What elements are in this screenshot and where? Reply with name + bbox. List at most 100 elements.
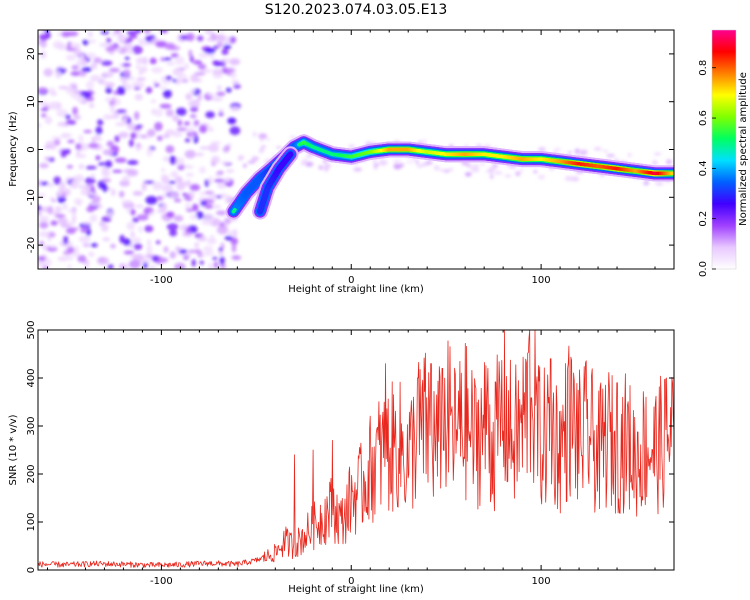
noise-blob xyxy=(228,230,233,237)
noise-blob xyxy=(185,93,193,101)
snr-y-tick-label: 500 xyxy=(26,320,37,339)
noise-blob xyxy=(146,245,153,254)
noise-blob xyxy=(176,73,188,81)
noise-blob xyxy=(252,131,257,137)
noise-blob xyxy=(38,231,50,238)
noise-blob xyxy=(66,164,74,169)
noise-blob xyxy=(190,74,199,83)
noise-blob xyxy=(106,140,114,147)
noise-blob xyxy=(78,235,91,243)
noise-blob xyxy=(184,149,196,159)
noise-blob xyxy=(173,215,184,222)
noise-blob xyxy=(425,160,433,165)
noise-blob xyxy=(533,170,538,174)
noise-blob xyxy=(60,224,71,228)
noise-blob xyxy=(146,239,152,246)
noise-blob xyxy=(66,31,79,37)
noise-blob xyxy=(191,259,196,267)
noise-blob xyxy=(104,81,115,88)
noise-blob xyxy=(133,127,142,131)
noise-blob xyxy=(169,156,178,165)
noise-blob xyxy=(98,162,107,166)
noise-blob xyxy=(204,179,210,188)
noise-blob xyxy=(602,149,609,153)
noise-blob xyxy=(90,173,96,179)
noise-blob xyxy=(38,122,42,128)
noise-blob xyxy=(82,243,91,248)
noise-blob xyxy=(78,163,85,170)
noise-blob xyxy=(63,256,74,261)
noise-blob xyxy=(160,30,168,33)
noise-blob xyxy=(122,113,128,117)
noise-blob xyxy=(203,245,214,253)
noise-blob xyxy=(300,160,307,166)
noise-blob xyxy=(225,87,232,93)
noise-blob xyxy=(61,133,69,139)
noise-blob xyxy=(139,66,148,73)
noise-blob xyxy=(216,91,226,97)
noise-blob xyxy=(124,56,130,61)
snr-x-tick-label: 0 xyxy=(348,576,354,587)
noise-blob xyxy=(138,225,143,234)
noise-blob xyxy=(373,163,380,167)
noise-blob xyxy=(76,95,84,103)
noise-blob xyxy=(140,134,147,139)
colorbar-tick-label: 0.0 xyxy=(698,261,709,277)
spectrogram-ridge xyxy=(225,134,674,220)
noise-blob xyxy=(156,209,166,213)
noise-blob xyxy=(144,225,154,233)
noise-blob xyxy=(176,107,187,116)
noise-blob xyxy=(185,226,191,234)
noise-blob xyxy=(204,47,216,55)
snr-frame xyxy=(37,329,675,571)
noise-blob xyxy=(95,155,101,161)
noise-blob xyxy=(59,186,65,194)
spectrogram-y-tick-label: -10 xyxy=(26,189,37,205)
noise-blob xyxy=(379,159,388,166)
noise-blob xyxy=(126,221,136,231)
noise-blob xyxy=(165,145,175,154)
noise-blob xyxy=(219,256,225,266)
noise-blob xyxy=(134,111,140,120)
noise-blob xyxy=(199,69,212,73)
noise-blob xyxy=(348,144,356,149)
noise-blob xyxy=(318,165,324,171)
noise-blob xyxy=(135,64,140,70)
noise-blob xyxy=(47,101,59,110)
noise-blob xyxy=(194,119,200,126)
noise-blob xyxy=(150,99,157,104)
noise-blob xyxy=(132,217,139,223)
noise-blob xyxy=(224,235,233,241)
noise-blob xyxy=(71,213,77,223)
noise-blob xyxy=(176,157,185,166)
noise-blob xyxy=(117,86,126,95)
noise-blob xyxy=(470,166,480,173)
noise-blob xyxy=(88,39,97,44)
noise-blob xyxy=(50,220,58,226)
noise-blob xyxy=(260,137,264,142)
noise-blob xyxy=(130,208,136,216)
noise-blob xyxy=(38,101,48,106)
noise-blob xyxy=(199,146,210,150)
noise-blob xyxy=(221,48,229,55)
noise-blob xyxy=(183,121,191,126)
noise-blob xyxy=(72,106,78,116)
noise-blob xyxy=(169,251,176,259)
noise-blob xyxy=(393,164,402,170)
noise-blob xyxy=(130,132,137,140)
noise-blob xyxy=(211,97,223,102)
noise-blob xyxy=(194,152,205,157)
noise-blob xyxy=(204,30,213,35)
noise-blob xyxy=(89,74,101,82)
noise-blob xyxy=(97,205,104,209)
noise-blob xyxy=(40,51,47,59)
spectrogram-noise-blobs xyxy=(38,30,672,269)
noise-blob xyxy=(197,93,202,102)
noise-blob xyxy=(73,48,82,57)
noise-blob xyxy=(215,210,227,216)
noise-blob xyxy=(204,252,215,256)
noise-blob xyxy=(163,156,170,162)
noise-blob xyxy=(103,114,111,120)
noise-blob xyxy=(82,39,89,46)
